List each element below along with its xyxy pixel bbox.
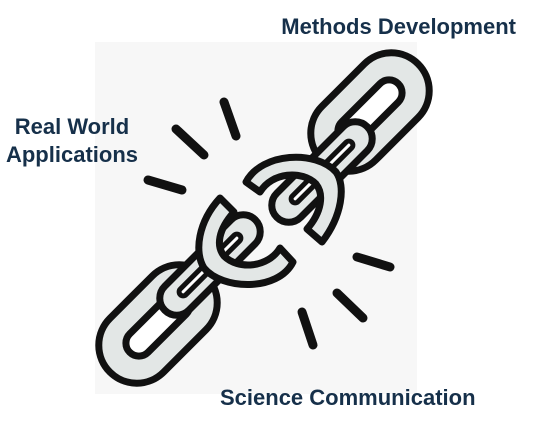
label-real-world-line1: Real World bbox=[14, 114, 130, 139]
spark-line bbox=[143, 175, 187, 195]
spark-line bbox=[352, 252, 395, 272]
spark-line bbox=[219, 97, 241, 141]
lower-broken-piece bbox=[195, 194, 297, 288]
spark-line bbox=[171, 124, 209, 160]
spark-line bbox=[332, 288, 368, 323]
spark-lines bbox=[143, 97, 395, 350]
upper-broken-piece bbox=[242, 153, 345, 246]
label-real-world-line2: Applications bbox=[5, 142, 138, 167]
label-real-world-applications: Real World Applications bbox=[0, 113, 144, 169]
label-methods-development: Methods Development bbox=[281, 14, 516, 39]
spark-line bbox=[297, 307, 318, 350]
label-science-communication: Science Communication bbox=[220, 385, 476, 410]
